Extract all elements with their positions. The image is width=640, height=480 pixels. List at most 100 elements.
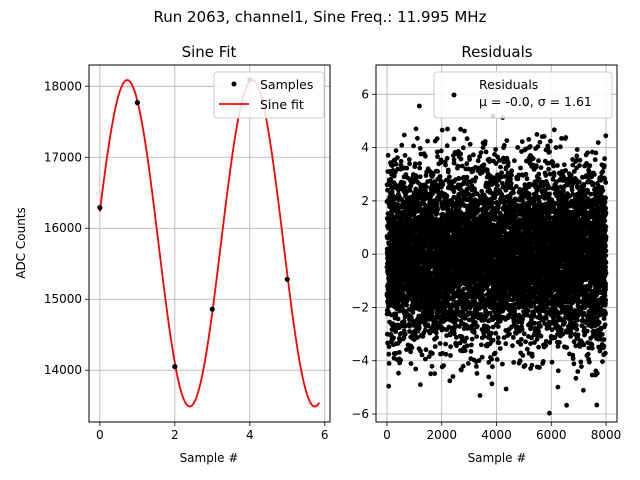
residual-point [426, 354, 432, 359]
residual-point [441, 363, 446, 368]
residual-point [464, 174, 470, 180]
residual-point [443, 351, 449, 357]
legend-samples-label: Samples [260, 77, 313, 92]
residual-point [401, 180, 407, 186]
residual-point [413, 176, 419, 182]
residual-point [435, 188, 441, 194]
residual-point [495, 205, 501, 211]
residual-point [509, 172, 514, 178]
residual-point [388, 176, 394, 182]
residuals-title: Residuals [461, 43, 532, 61]
residual-point [443, 162, 448, 168]
residual-point [518, 342, 524, 347]
residual-point [486, 325, 491, 331]
residual-point [494, 357, 500, 362]
residual-point [423, 347, 429, 353]
residual-point [393, 329, 399, 334]
residual-point [407, 329, 412, 334]
residual-point [393, 311, 399, 317]
residual-point [397, 350, 402, 355]
sine-fit-legend-box [213, 71, 325, 119]
sample-point [97, 205, 103, 211]
residual-point [411, 143, 416, 149]
residual-point [392, 173, 397, 179]
residual-point [450, 374, 456, 379]
residual-point [429, 363, 435, 369]
residual-point [456, 176, 462, 181]
residual-point [408, 183, 414, 188]
residual-point [401, 319, 407, 324]
sample-point [209, 306, 215, 312]
residual-point [451, 136, 457, 142]
residual-point [386, 344, 392, 350]
residual-point [471, 330, 477, 335]
residual-point [412, 161, 418, 167]
residual-point [478, 342, 484, 348]
legend-samples-marker [231, 81, 237, 87]
sine-fit-ytick-label: 17000 [44, 150, 82, 164]
residual-point [438, 148, 444, 154]
residual-point [474, 323, 480, 329]
residual-point [515, 145, 521, 150]
residual-point [399, 142, 405, 148]
residual-point [417, 174, 423, 180]
residual-point [434, 217, 440, 223]
residual-point [417, 205, 423, 211]
residual-point [386, 351, 392, 357]
residual-point [455, 164, 461, 170]
residual-point [413, 233, 419, 238]
residual-point [490, 337, 496, 343]
residual-point [454, 317, 459, 322]
residual-point [434, 182, 440, 188]
sine-fit-axes-frame [88, 64, 331, 423]
residual-point [434, 136, 440, 142]
residual-point [499, 170, 504, 176]
sine-fit-title: Sine Fit [182, 43, 237, 61]
residual-point [402, 185, 408, 190]
residual-point [416, 103, 422, 109]
sine-fit-legend: Samples Sine fit [213, 71, 325, 119]
legend-sine-fit-label: Sine fit [260, 97, 304, 112]
residual-point [460, 145, 466, 151]
residual-point [471, 152, 476, 158]
residual-point [497, 346, 503, 351]
residual-point [386, 383, 392, 389]
residual-point [518, 337, 524, 342]
residual-point [510, 343, 515, 349]
sine-fit-ytick-label: 16000 [44, 221, 82, 235]
residual-point [512, 306, 518, 311]
residual-point [511, 190, 516, 196]
residual-point [398, 357, 403, 363]
residual-point [385, 187, 390, 193]
residual-point [479, 354, 485, 360]
residual-point [473, 175, 479, 181]
residual-point [483, 149, 489, 155]
residual-point [401, 292, 406, 297]
residual-point [478, 150, 484, 156]
sample-point [134, 100, 140, 106]
residual-point [385, 152, 391, 158]
residual-point [407, 323, 413, 329]
residual-point [389, 163, 395, 169]
residual-point [438, 157, 444, 163]
residual-point [508, 180, 514, 186]
residual-point [493, 147, 498, 152]
residual-point [458, 156, 464, 162]
residual-point [505, 160, 511, 166]
residual-point [444, 193, 450, 199]
residual-point [398, 158, 404, 164]
residual-point [409, 345, 415, 351]
residual-point [468, 349, 474, 354]
residual-point [386, 361, 392, 366]
residual-point [423, 317, 429, 323]
residual-point [474, 334, 479, 339]
residual-point [464, 161, 470, 167]
residual-point [518, 165, 523, 171]
residual-point [482, 333, 487, 339]
residual-point [451, 157, 457, 163]
figure-suptitle: Run 2063, channel1, Sine Freq.: 11.995 M… [154, 8, 487, 26]
residual-point [464, 335, 469, 341]
residual-point [458, 151, 464, 157]
residual-point [389, 189, 395, 195]
